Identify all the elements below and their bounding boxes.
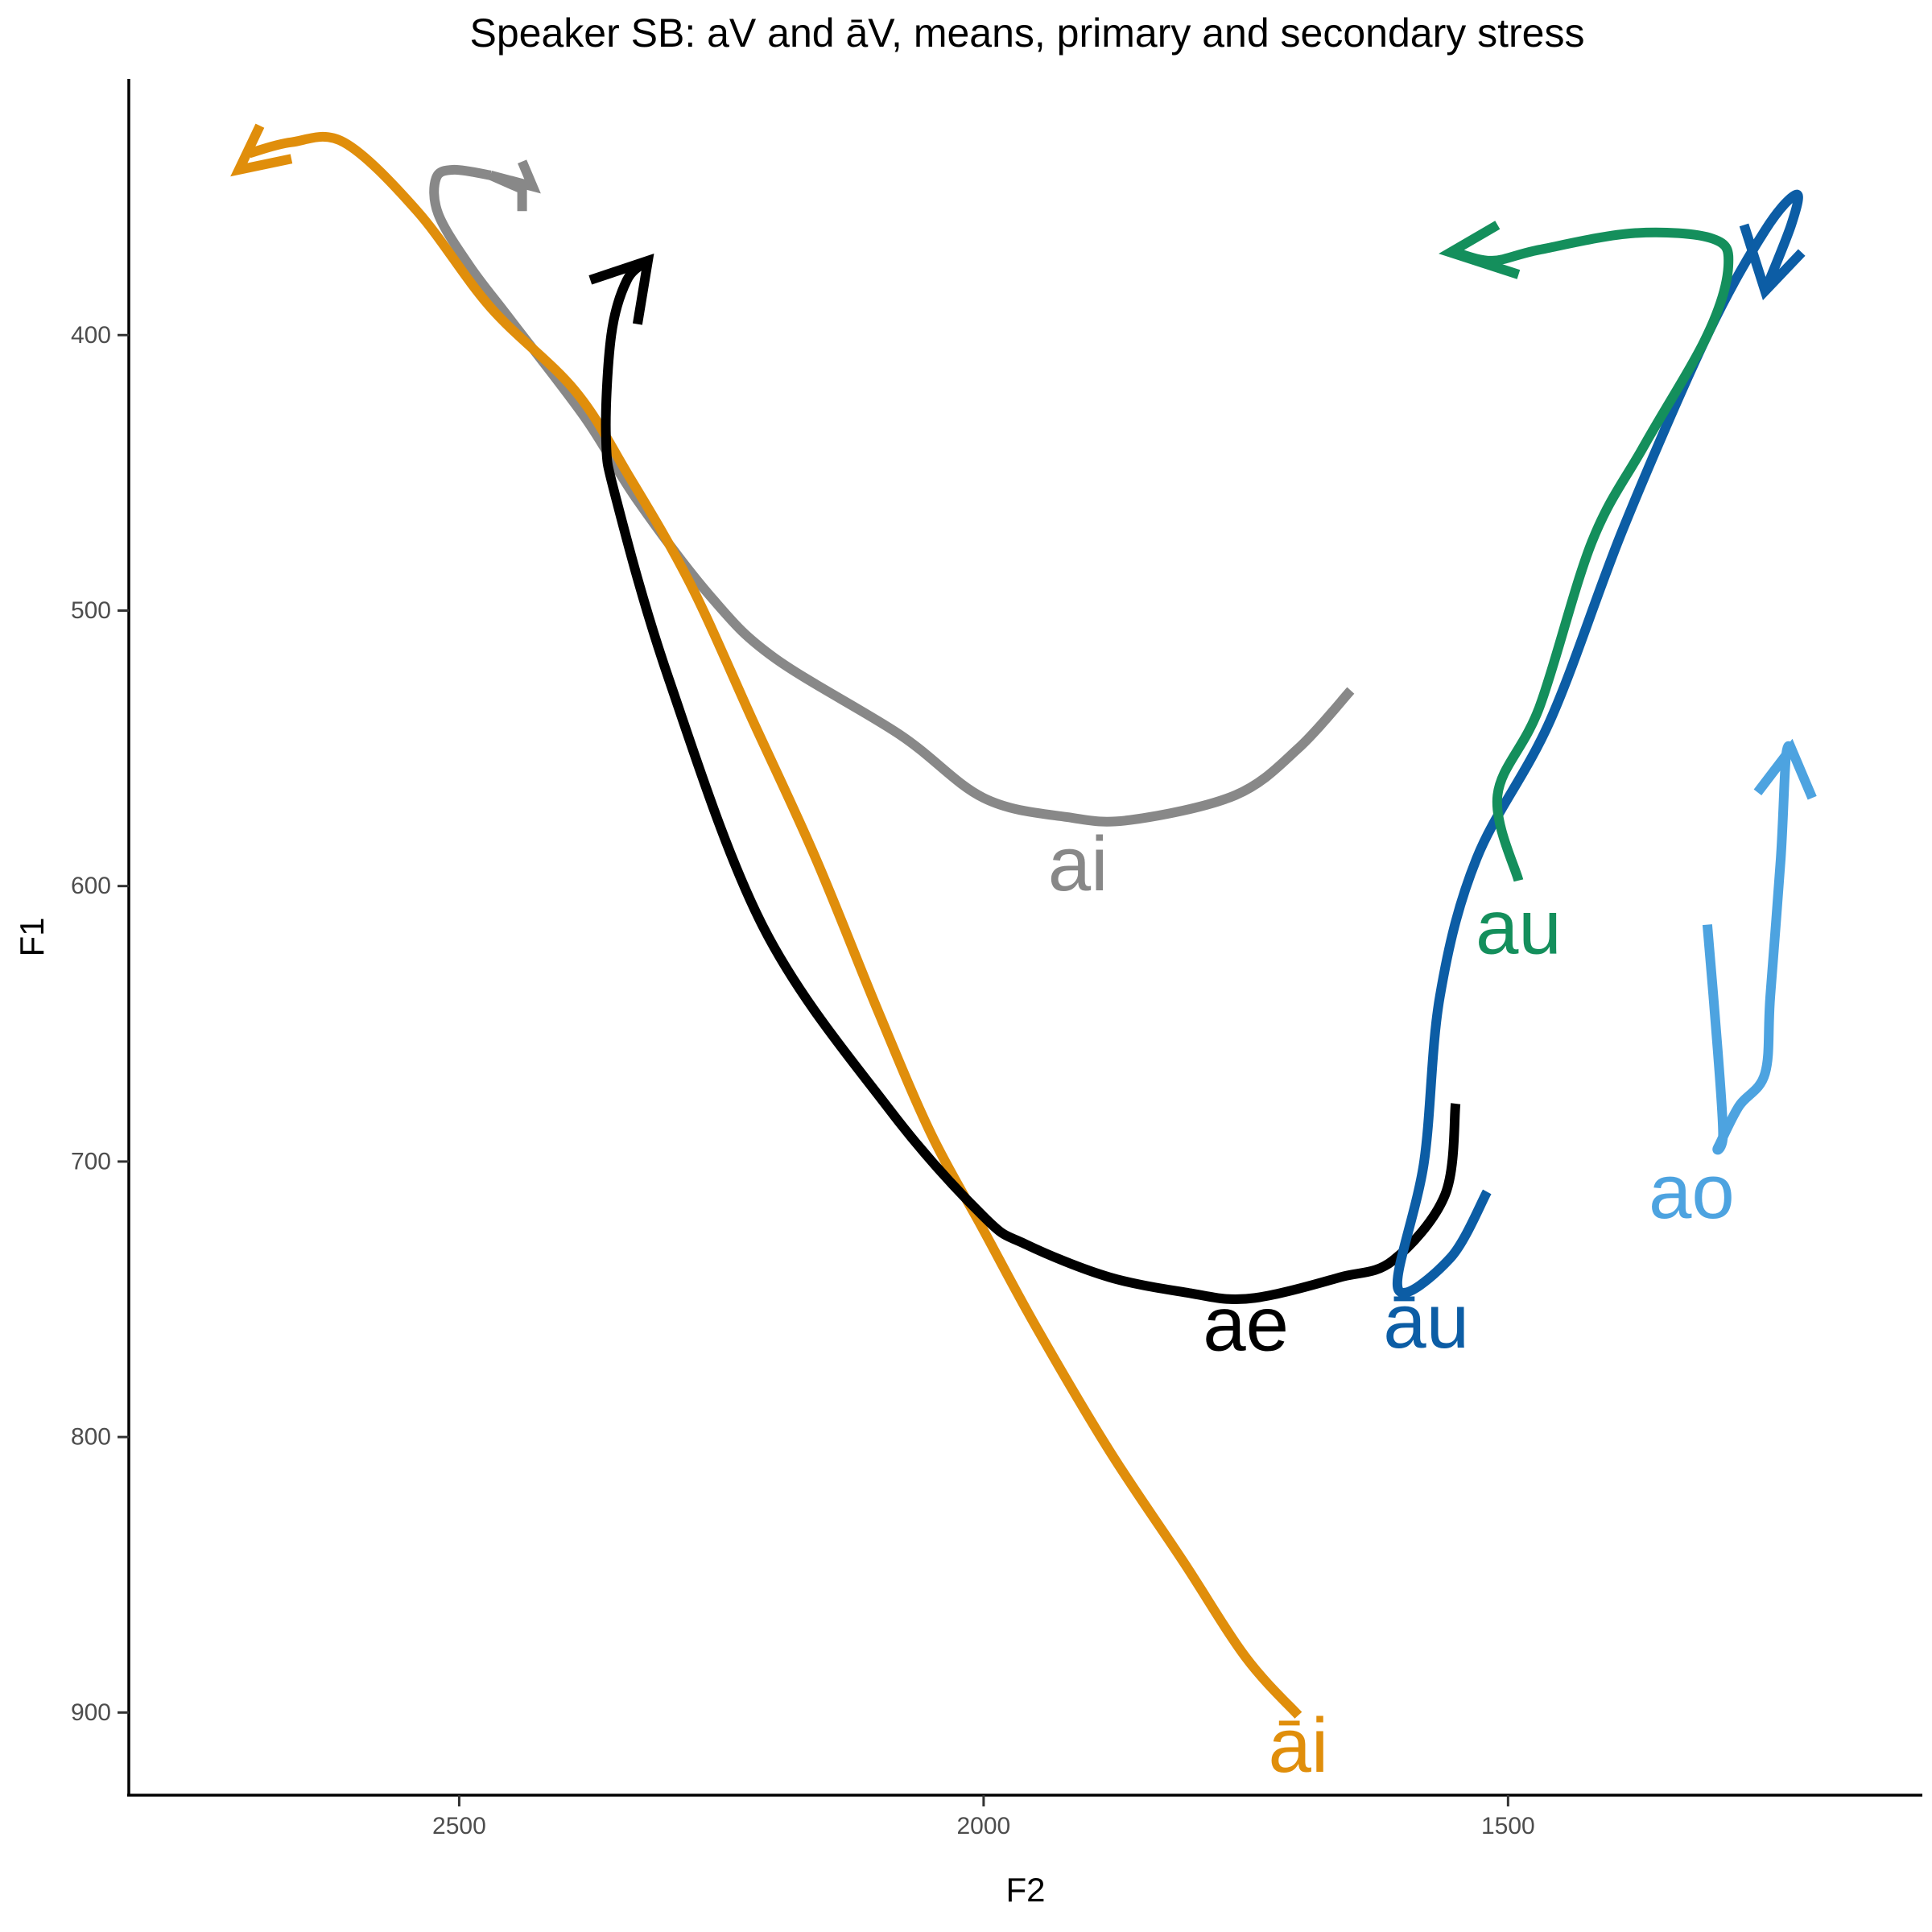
trajectory-au [1454, 227, 1734, 882]
chart-title: Speaker SB: aV and āV, means, primary an… [470, 10, 1585, 56]
trajectory-ai [429, 164, 1355, 827]
x-axis-ticks: 2500 2000 1500 [432, 1795, 1535, 1839]
arrowhead-ai-long [230, 123, 293, 177]
series-label-au-long: āu [1383, 1278, 1469, 1364]
trajectory-ao [1702, 741, 1797, 1155]
series-label-ae: ae [1203, 1281, 1289, 1367]
y-tick-label: 700 [71, 1148, 111, 1174]
arrowhead-ae [588, 254, 654, 325]
arrowhead-au [1439, 221, 1521, 279]
trajectory-ai-long [248, 131, 1302, 1719]
y-tick-label: 900 [71, 1699, 111, 1726]
series-label-ao: ao [1649, 1149, 1735, 1235]
y-axis-ticks: 400 500 600 700 800 900 [71, 322, 129, 1726]
y-axis-title: F1 [13, 917, 51, 956]
series-label-au: au [1476, 885, 1562, 971]
trajectory-au-long [1392, 189, 1803, 1298]
x-tick-label: 1500 [1481, 1813, 1535, 1839]
y-tick-label: 500 [71, 597, 111, 624]
plot-marks: ai āi ae āu au ao [230, 123, 1817, 1789]
series-au: au [1439, 221, 1734, 971]
series-ae: ae [588, 254, 1461, 1367]
trajectory-ae [601, 257, 1461, 1304]
x-tick-label: 2500 [432, 1813, 486, 1839]
series-ao: ao [1649, 738, 1817, 1235]
arrowhead-ai [489, 159, 541, 212]
y-tick-label: 800 [71, 1424, 111, 1451]
series-label-ai-long: āi [1268, 1703, 1328, 1789]
series-label-ai: ai [1048, 821, 1108, 907]
series-ai-long: āi [230, 123, 1328, 1789]
arrowhead-au-long [1739, 223, 1806, 300]
x-axis-title: F2 [1005, 1871, 1045, 1909]
y-tick-label: 600 [71, 873, 111, 899]
x-tick-label: 2000 [957, 1813, 1011, 1839]
arrowhead-ao [1753, 738, 1817, 800]
series-ai: ai [429, 159, 1355, 907]
y-tick-label: 400 [71, 322, 111, 349]
series-au-long: āu [1383, 189, 1806, 1364]
